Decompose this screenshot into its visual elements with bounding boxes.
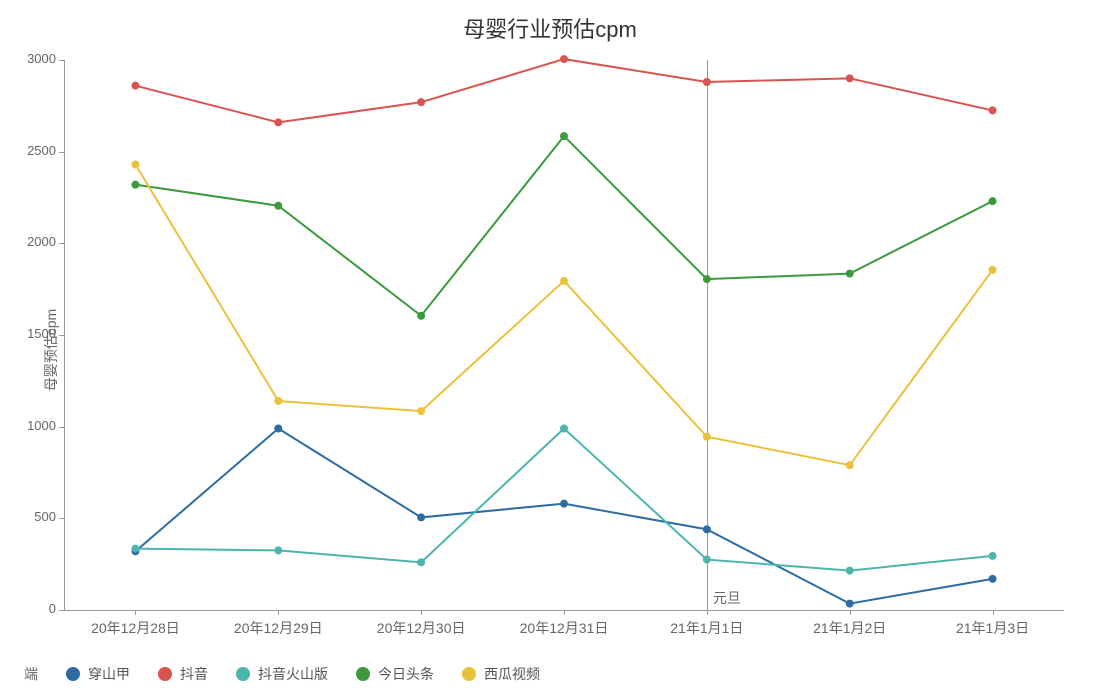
y-tick-mark: [59, 243, 64, 244]
series-marker: [274, 118, 282, 126]
series-marker: [703, 556, 711, 564]
y-tick-mark: [59, 60, 64, 61]
legend-item[interactable]: 今日头条: [356, 664, 434, 684]
legend: 端 穿山甲 抖音 抖音火山版 今日头条 西瓜视频: [24, 664, 540, 684]
series-marker: [560, 425, 568, 433]
y-tick-mark: [59, 610, 64, 611]
legend-label: 抖音火山版: [258, 664, 328, 684]
legend-label: 西瓜视频: [484, 664, 540, 684]
legend-label: 抖音: [180, 664, 208, 684]
legend-swatch: [462, 667, 476, 681]
legend-item[interactable]: 抖音火山版: [236, 664, 328, 684]
series-marker: [131, 161, 139, 169]
legend-item[interactable]: 抖音: [158, 664, 208, 684]
series-marker: [274, 546, 282, 554]
x-tick-mark: [421, 610, 422, 615]
series-marker: [846, 600, 854, 608]
y-tick-mark: [59, 427, 64, 428]
series-marker: [703, 525, 711, 533]
x-tick-label: 20年12月31日: [520, 618, 609, 638]
plot-area: 元旦 05001000150020002500300020年12月28日20年1…: [64, 60, 1064, 610]
y-tick-label: 500: [14, 509, 56, 524]
series-line: [135, 136, 992, 316]
cpm-line-chart: 母婴行业预估cpm 母婴预估cpm 元旦 0500100015002000250…: [0, 0, 1100, 700]
series-marker: [417, 513, 425, 521]
legend-label: 穿山甲: [88, 664, 130, 684]
series-line: [135, 165, 992, 466]
x-tick-label: 21年1月1日: [670, 618, 743, 638]
legend-label: 今日头条: [378, 664, 434, 684]
x-tick-label: 20年12月28日: [91, 618, 180, 638]
x-tick-mark: [278, 610, 279, 615]
series-marker: [989, 552, 997, 560]
series-marker: [274, 425, 282, 433]
y-tick-label: 3000: [14, 51, 56, 66]
x-tick-label: 21年1月3日: [956, 618, 1029, 638]
series-marker: [846, 270, 854, 278]
series-marker: [989, 106, 997, 114]
x-tick-mark: [993, 610, 994, 615]
y-tick-mark: [59, 518, 64, 519]
legend-item[interactable]: 西瓜视频: [462, 664, 540, 684]
series-marker: [417, 98, 425, 106]
series-marker: [417, 558, 425, 566]
legend-swatch: [236, 667, 250, 681]
series-marker: [560, 132, 568, 140]
series-marker: [560, 500, 568, 508]
series-line: [135, 429, 992, 604]
x-tick-mark: [707, 610, 708, 615]
y-tick-label: 2000: [14, 234, 56, 249]
series-marker: [989, 197, 997, 205]
chart-title: 母婴行业预估cpm: [0, 12, 1100, 44]
series-marker: [989, 266, 997, 274]
series-marker: [131, 545, 139, 553]
series-marker: [131, 82, 139, 90]
y-tick-mark: [59, 335, 64, 336]
series-marker: [846, 74, 854, 82]
series-marker: [274, 202, 282, 210]
x-tick-label: 20年12月30日: [377, 618, 466, 638]
series-line: [135, 59, 992, 122]
legend-item[interactable]: 穿山甲: [66, 664, 130, 684]
series-marker: [703, 275, 711, 283]
x-tick-label: 21年1月2日: [813, 618, 886, 638]
series-marker: [417, 407, 425, 415]
x-tick-mark: [850, 610, 851, 615]
x-tick-mark: [135, 610, 136, 615]
series-marker: [846, 567, 854, 575]
series-marker: [560, 55, 568, 63]
y-tick-label: 0: [14, 601, 56, 616]
legend-swatch: [66, 667, 80, 681]
series-marker: [131, 181, 139, 189]
legend-swatch: [158, 667, 172, 681]
series-marker: [703, 433, 711, 441]
legend-title: 端: [24, 664, 38, 684]
y-axis-title: 母婴预估cpm: [41, 309, 61, 391]
series-marker: [989, 575, 997, 583]
x-tick-label: 20年12月29日: [234, 618, 323, 638]
series-marker: [417, 312, 425, 320]
series-svg: [64, 60, 1064, 610]
y-tick-label: 1000: [14, 418, 56, 433]
y-tick-mark: [59, 152, 64, 153]
y-tick-label: 2500: [14, 143, 56, 158]
series-marker: [846, 461, 854, 469]
series-line: [135, 429, 992, 571]
series-marker: [274, 397, 282, 405]
series-marker: [703, 78, 711, 86]
x-tick-mark: [564, 610, 565, 615]
legend-swatch: [356, 667, 370, 681]
y-tick-label: 1500: [14, 326, 56, 341]
series-marker: [560, 277, 568, 285]
